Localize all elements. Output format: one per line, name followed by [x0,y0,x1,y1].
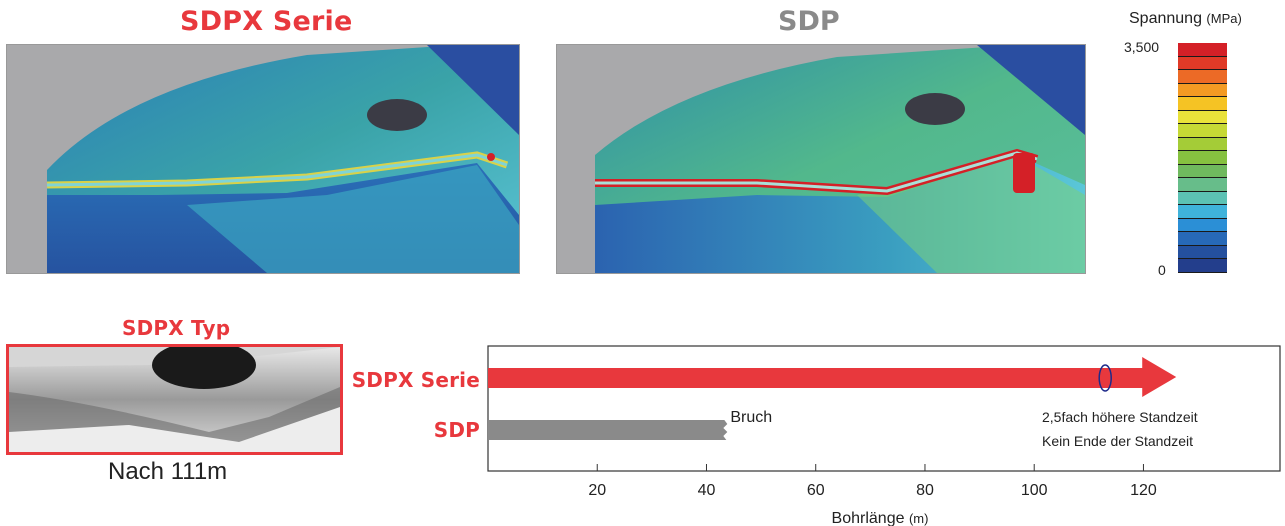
sdp-panel-title: SDP [778,6,840,37]
legend-band [1178,70,1227,84]
category-label-sdpx: SDPX Serie [351,368,480,392]
marker-111m [1098,364,1112,392]
x-tick-label: 60 [807,482,825,499]
legend-unit: (MPa) [1206,11,1242,26]
legend-band [1178,151,1227,165]
photo-caption-bottom: Nach 111m [108,458,228,485]
legend-band [1178,124,1227,138]
legend-max-label: 3,500 [1124,39,1160,55]
legend-band [1178,205,1227,219]
x-tick-label: 80 [916,482,934,499]
photo-caption-top: SDPX Typ [122,316,231,340]
legend-band [1178,178,1227,192]
legend-band [1178,137,1227,152]
category-label-sdp: SDP [433,418,480,442]
legend-band [1178,218,1227,233]
stress-color-scale [1178,43,1227,273]
legend-band [1178,164,1227,179]
legend-band [1178,191,1227,206]
x-axis-unit: (m) [909,511,929,526]
legend-band [1178,110,1227,125]
legend-band [1178,97,1227,111]
x-axis-title: Bohrlänge (m) [832,510,929,526]
annotation-bruch: Bruch [730,409,772,426]
sdp-stress-simulation [556,44,1086,274]
annotation-line-1: 2,5fach höhere Standzeit [1042,409,1198,425]
x-tick-label: 120 [1130,482,1157,499]
x-tick-label: 20 [588,482,606,499]
legend-band [1178,232,1227,246]
legend-band [1178,83,1227,98]
legend-band [1178,259,1227,273]
x-tick-label: 100 [1021,482,1048,499]
bar-sdp [488,420,728,440]
sdpx-stress-simulation [6,44,520,274]
x-axis-label: Bohrlänge [832,510,905,526]
legend-band [1178,245,1227,260]
legend-min-label: 0 [1158,262,1166,278]
legend-title: Spannung (MPa) [1129,10,1242,28]
bar-sdpx-serie [488,357,1177,397]
legend-title-text: Spannung [1129,10,1202,27]
drill-photo [6,344,343,455]
bohrlaenge-bar-chart: 20 40 60 80 100 120 Bruch 2,5fach höhere Stan… [487,345,1281,526]
annotation-line-2: Kein Ende der Standzeit [1042,433,1193,449]
x-tick-label: 40 [698,482,716,499]
legend-band [1178,43,1227,57]
legend-band [1178,56,1227,71]
sdpx-panel-title: SDPX Serie [180,6,353,37]
